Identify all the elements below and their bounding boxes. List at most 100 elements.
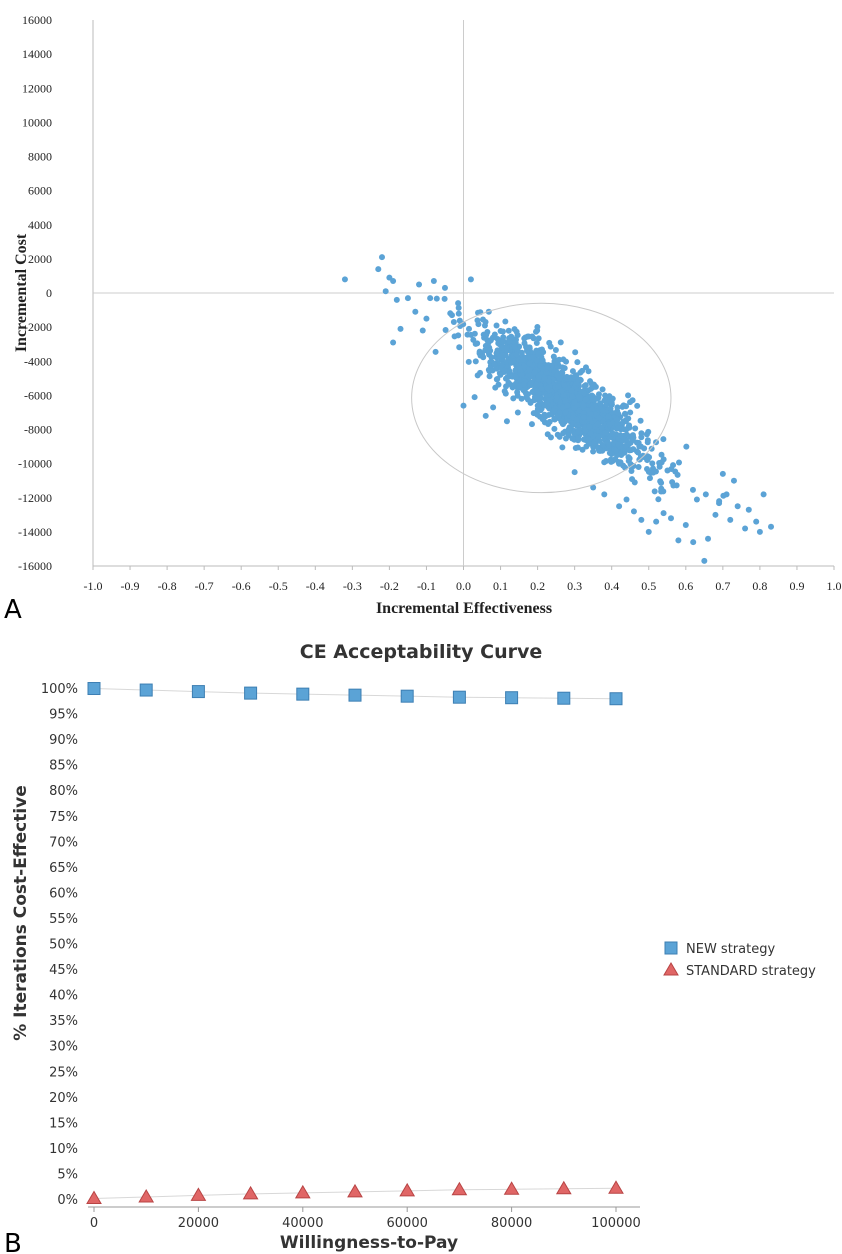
scatter-point: [601, 491, 608, 498]
scatter-point: [596, 400, 603, 407]
scatter-point: [658, 451, 665, 458]
scatter-point: [653, 518, 660, 525]
y-tick-label: -10000: [18, 457, 52, 471]
scatter-points: [341, 254, 775, 564]
scatter-point: [745, 506, 752, 513]
standard-strategy-marker: [86, 1190, 102, 1204]
scatter-point: [531, 369, 538, 376]
scatter-point: [571, 373, 578, 380]
scatter-point: [579, 446, 586, 453]
x-tick-label: 40000: [282, 1216, 323, 1231]
scatter-point: [564, 402, 571, 409]
x-tick-labels: 0 20000 40000 60000 80000 100000: [90, 1207, 641, 1231]
scatter-point: [541, 375, 548, 382]
scatter-point: [587, 430, 594, 437]
scatter-point: [569, 435, 576, 442]
new-strategy-marker: [557, 691, 571, 705]
standard-strategy-marker: [399, 1182, 416, 1197]
scatter-point: [499, 352, 506, 359]
scatter-point: [472, 340, 479, 347]
y-tick-label: 40%: [49, 989, 78, 1004]
panel-b-acceptability-curve: CE Acceptability Curve 100% 95% 90% 85% 80% 7…: [4, 641, 816, 1254]
scatter-point: [596, 414, 603, 421]
scatter-point: [501, 388, 508, 395]
scatter-point: [716, 498, 723, 505]
scatter-point: [590, 440, 597, 447]
new-strategy-marker: [348, 688, 362, 702]
scatter-point: [498, 344, 505, 351]
scatter-point: [455, 310, 462, 317]
scatter-point: [534, 388, 541, 395]
scatter-point: [558, 388, 565, 395]
scatter-point: [723, 491, 730, 498]
scatter-point: [534, 411, 541, 418]
scatter-point: [579, 367, 586, 374]
scatter-point: [609, 430, 616, 437]
scatter-point: [544, 431, 551, 438]
scatter-point: [580, 402, 587, 409]
scatter-point: [669, 479, 676, 486]
y-tick-label: -8000: [24, 423, 52, 437]
scatter-point: [467, 276, 474, 283]
scatter-point: [559, 404, 566, 411]
scatter-point: [623, 403, 630, 410]
y-tick-label: 20%: [49, 1091, 78, 1106]
scatter-point: [613, 452, 620, 459]
scatter-point: [615, 425, 622, 432]
y-axis-label: Incremental Cost: [13, 233, 30, 352]
y-tick-label: -16000: [18, 559, 52, 573]
scatter-point: [701, 557, 708, 564]
scatter-point: [667, 515, 674, 522]
scatter-point: [488, 354, 495, 361]
scatter-point: [528, 421, 535, 428]
scatter-point: [571, 469, 578, 476]
scatter-point: [555, 383, 562, 390]
scatter-point: [535, 351, 542, 358]
scatter-point: [524, 344, 531, 351]
scatter-point: [573, 416, 580, 423]
y-tick-label: 14000: [22, 47, 52, 61]
scatter-point: [606, 449, 613, 456]
new-strategy-marker: [452, 690, 466, 704]
scatter-point: [513, 328, 520, 335]
y-tick-label: 8000: [28, 150, 52, 164]
scatter-point: [465, 325, 472, 332]
x-axis-label: Incremental Effectiveness: [376, 600, 552, 617]
scatter-point: [660, 456, 667, 463]
scatter-point: [553, 394, 560, 401]
scatter-point: [433, 295, 440, 302]
scatter-point: [658, 488, 665, 495]
scatter-point: [606, 442, 613, 449]
scatter-point: [524, 396, 531, 403]
y-tick-label: 70%: [49, 835, 78, 850]
scatter-point: [382, 288, 389, 295]
scatter-point: [527, 367, 534, 374]
scatter-point: [543, 365, 550, 372]
y-tick-label: 16000: [22, 13, 52, 27]
scatter-point: [551, 425, 558, 432]
scatter-point: [599, 386, 606, 393]
y-tick-label: 0%: [57, 1193, 78, 1208]
panel-a-scatter: 16000 14000 12000 10000 8000 6000 4000 2000 0 -20…: [4, 13, 842, 625]
legend-label-standard: STANDARD strategy: [686, 964, 816, 979]
scatter-point: [588, 380, 595, 387]
y-axis-label: % Iterations Cost-Effective: [11, 785, 31, 1041]
scatter-point: [683, 443, 690, 450]
scatter-point: [574, 359, 581, 366]
scatter-point: [705, 535, 712, 542]
scatter-point: [477, 369, 484, 376]
y-tick-label: 75%: [49, 810, 78, 825]
scatter-point: [562, 397, 569, 404]
x-tick-label: 0.5: [641, 579, 656, 593]
scatter-point: [753, 518, 760, 525]
x-tick-label: 60000: [387, 1216, 428, 1231]
scatter-point: [727, 516, 734, 523]
scatter-point: [533, 340, 540, 347]
scatter-point: [563, 358, 570, 365]
scatter-point: [651, 488, 658, 495]
scatter-point: [562, 435, 569, 442]
scatter-point: [482, 412, 489, 419]
x-tick-label: 0.6: [678, 579, 693, 593]
scatter-point: [629, 476, 636, 483]
scatter-point: [655, 496, 662, 503]
